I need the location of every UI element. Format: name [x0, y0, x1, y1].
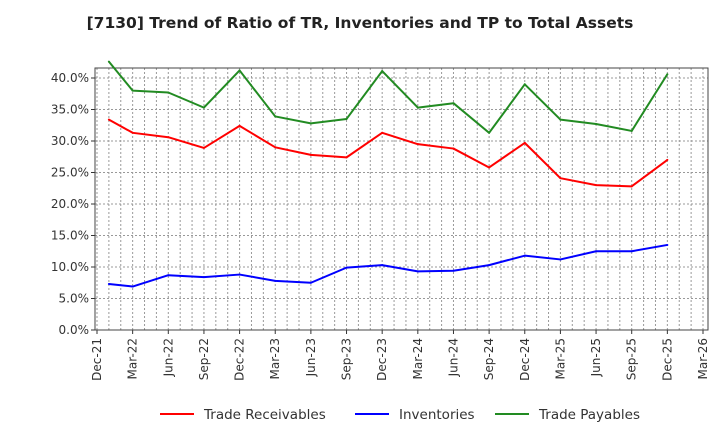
data-point [416, 270, 419, 273]
data-point [274, 279, 277, 282]
legend-label: Trade Payables [538, 407, 640, 423]
data-point [202, 106, 205, 109]
x-tick-label: Dec-24 [518, 338, 532, 381]
x-tick-label: Jun-25 [589, 338, 603, 377]
data-point [107, 283, 110, 286]
data-point [345, 156, 348, 159]
data-point [666, 73, 669, 76]
data-point [345, 117, 348, 120]
x-tick-label: Mar-23 [268, 338, 282, 379]
x-tick-label: Mar-26 [696, 338, 710, 379]
data-point [488, 264, 491, 267]
x-tick-label: Sep-24 [482, 338, 496, 380]
data-point [381, 70, 384, 73]
series-line-inventories [108, 243, 668, 288]
data-point [595, 122, 598, 125]
plot-frame [94, 67, 709, 331]
x-tick-label: Sep-23 [340, 338, 354, 380]
x-tick-label: Jun-22 [161, 338, 175, 377]
data-point [274, 115, 277, 118]
legend-label: Trade Receivables [203, 407, 326, 423]
data-point [666, 243, 669, 246]
data-point [559, 258, 562, 261]
x-tick-label: Dec-21 [90, 338, 104, 381]
data-point [309, 122, 312, 125]
x-tick-label: Mar-24 [411, 338, 425, 379]
x-tick-label: Sep-22 [197, 338, 211, 380]
x-tick-label: Dec-23 [375, 338, 389, 381]
x-tick-label: Mar-25 [553, 338, 567, 379]
data-point [416, 106, 419, 109]
data-point [167, 91, 170, 94]
data-point [559, 177, 562, 180]
data-point [167, 136, 170, 139]
legend-label: Inventories [399, 407, 475, 423]
data-point [630, 250, 633, 253]
data-point [452, 102, 455, 105]
data-point [488, 131, 491, 134]
chart-title: [7130] Trend of Ratio of TR, Inventories… [86, 14, 634, 32]
data-point [488, 166, 491, 169]
data-point [167, 274, 170, 277]
y-tick-label: 0.0% [59, 323, 90, 337]
data-point [381, 264, 384, 267]
data-point [416, 143, 419, 146]
data-point [238, 124, 241, 127]
x-tick-label: Dec-25 [660, 338, 674, 381]
data-point [523, 83, 526, 86]
y-tick-label: 5.0% [59, 292, 90, 306]
data-point [202, 276, 205, 279]
y-tick-label: 15.0% [51, 229, 89, 243]
data-point [630, 185, 633, 188]
x-tick-label: Jun-23 [304, 338, 318, 377]
data-point [309, 153, 312, 156]
y-tick-label: 20.0% [51, 197, 89, 211]
data-point [238, 69, 241, 72]
data-point [274, 146, 277, 149]
data-point [630, 129, 633, 132]
data-point [107, 60, 110, 63]
y-tick-label: 10.0% [51, 260, 89, 274]
data-point [523, 254, 526, 257]
y-tick-label: 35.0% [51, 103, 89, 117]
data-point [666, 158, 669, 161]
data-point [452, 269, 455, 272]
x-tick-label: Mar-22 [126, 338, 140, 379]
series-line-trade-payables [108, 60, 669, 134]
x-tick-label: Dec-22 [233, 338, 247, 381]
y-tick-label: 25.0% [51, 166, 89, 180]
data-point [107, 118, 110, 121]
data-point [559, 118, 562, 121]
data-point [381, 131, 384, 134]
data-point [202, 146, 205, 149]
data-point [523, 141, 526, 144]
data-point [309, 281, 312, 284]
x-tick-label: Sep-25 [625, 338, 639, 380]
data-point [131, 285, 134, 288]
data-point [452, 147, 455, 150]
data-point [238, 273, 241, 276]
data-point [595, 250, 598, 253]
data-point [595, 184, 598, 187]
x-tick-label: Jun-24 [446, 338, 460, 377]
y-tick-label: 40.0% [51, 71, 89, 85]
series-line-trade-receivables [108, 118, 668, 188]
y-tick-label: 30.0% [51, 134, 89, 148]
data-point [131, 131, 134, 134]
data-point [131, 89, 134, 92]
data-point [345, 266, 348, 269]
